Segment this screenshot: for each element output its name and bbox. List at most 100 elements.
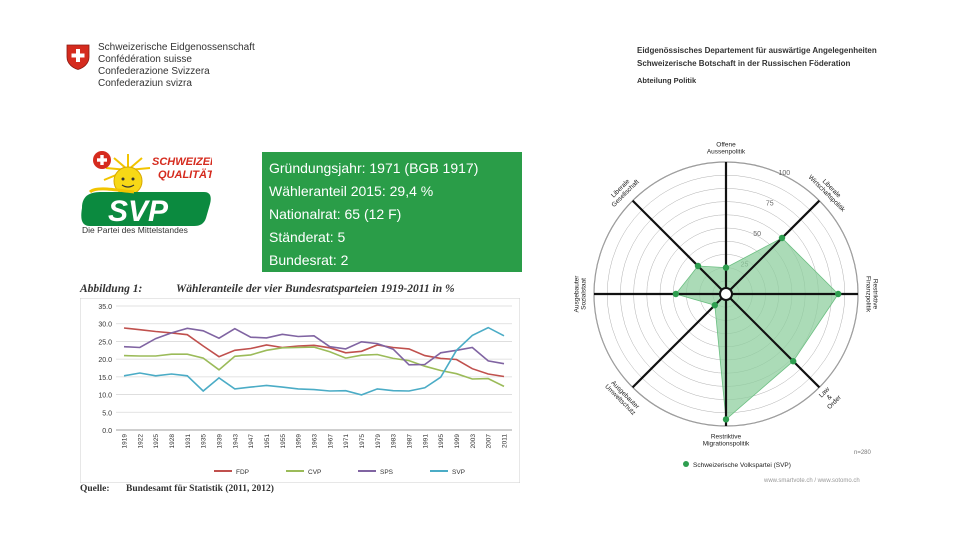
x-tick-label: 1939 [217,434,224,449]
x-tick-label: 1922 [137,434,144,449]
national-council-seats: Nationalrat: 65 (12 F) [269,206,402,222]
y-tick-label: 15.0 [98,375,112,382]
department-name: Eidgenössisches Departement für auswärti… [637,46,877,55]
radar-axis-label-group: RestriktiveFinanzpolitik [865,276,879,313]
radar-axis-label: Law&Order [816,384,843,411]
founding-year: Gründungsjahr: 1971 (BGB 1917) [269,160,479,176]
y-tick-label: 30.0 [98,322,112,329]
x-tick-label: 1928 [169,434,176,449]
radar-ring-label: 75 [766,201,774,208]
x-tick-label: 1995 [438,434,445,449]
y-tick-label: 10.0 [98,393,112,400]
smartspider-radar-chart: 255075100OffeneAussenpolitikLiberaleWirt… [574,142,879,485]
radar-axis-spoke [631,293,727,389]
radar-point [722,416,730,423]
y-tick-label: 20.0 [98,357,112,364]
source-text: Bundesamt für Statistik (2011, 2012) [126,484,274,494]
radar-point [790,358,797,365]
vote-share-2015: Wähleranteil 2015: 29,4 % [269,183,434,199]
swiss-coat-of-arms-icon [66,44,90,70]
x-tick-label: 2007 [486,434,493,449]
figure-title: Wähleranteile der vier Bundesratsparteie… [176,283,455,295]
x-tick-label: 1987 [407,434,414,449]
division-name: Abteilung Politik [637,76,697,85]
radar-axis-spoke [631,199,727,295]
radar-axis-label-group: AusgebauterSozialstaat [574,275,588,313]
radar-center [719,287,733,301]
x-tick-label: 2003 [470,434,477,449]
radar-legend-label: Schweizerische Volkspartei (SVP) [693,462,791,469]
x-tick-label: 1963 [312,434,319,449]
radar-point [722,264,730,271]
x-tick-label: 1951 [264,434,271,449]
y-tick-label: 5.0 [102,410,112,417]
radar-ring-label: 100 [779,170,791,177]
series-line-sps [123,327,505,366]
y-tick-label: 35.0 [98,304,112,311]
vote-share-line-chart: 0.0 5.0 10.0 15.0 20.0 25.0 30.0 35.0 1919 1922 19… [80,298,520,483]
series-line-cvp [123,346,505,388]
swiss-cross-badge-icon [93,151,111,169]
radar-axis-label-group: Law&Order [816,384,844,411]
chart-frame [80,298,520,483]
confederation-line-de: Schweizerische Eidgenossenschaft [98,42,255,53]
confederation-line-rm: Confederaziun svizra [98,78,192,89]
x-tick-label: 1955 [280,434,287,449]
x-tick-label: 1971 [343,434,350,449]
legend-label-sps: SPS [380,469,394,476]
logo-badge-text: SCHWEIZER [152,156,212,168]
x-tick-label: 1947 [248,434,255,449]
radar-axis-label: Restriktive Migrationspolitik [703,434,750,448]
radar-credit: www.smartvote.ch / www.sotomo.ch [763,478,860,484]
radar-point [778,234,786,242]
logo-tagline: Die Partei des Mittelstandes [82,225,188,235]
radar-axis-label-group: Restriktive Migrationspolitik [703,434,750,448]
confederation-wordmark: Schweizerische Eidgenossenschaft Confédé… [98,42,255,90]
embassy-name: Schweizerische Botschaft in der Russisch… [637,59,851,68]
x-tick-label: 1935 [201,434,208,449]
x-tick-label: 1983 [391,434,398,449]
radar-axis-spoke [725,293,821,389]
radar-axis-label-group: Offene Aussenpolitik [707,142,746,156]
party-facts-box: Gründungsjahr: 1971 (BGB 1917) Wählerant… [262,152,522,272]
radar-axis-label: AusgebauterSozialstaat [574,275,588,313]
x-tick-label: 1931 [185,434,192,449]
legend-label-cvp: CVP [308,469,321,476]
federal-council-seats: Bundesrat: 2 [269,252,349,268]
logo-wordmark: SVP [108,195,169,228]
x-tick-label: 1943 [232,434,239,449]
radar-point [694,262,702,270]
radar-point [711,302,718,309]
x-tick-label: 1999 [454,434,461,449]
legend-label-fdp: FDP [236,469,249,476]
y-tick-label: 25.0 [98,339,112,346]
x-tick-label: 1979 [375,434,382,449]
legend-label-svp: SVP [452,469,465,476]
x-tick-label: 1925 [153,434,160,449]
figure-label: Abbildung 1: [80,283,143,295]
radar-axis-label: Offene Aussenpolitik [707,142,746,156]
radar-point [672,290,680,298]
department-header: Eidgenössisches Departement für auswärti… [637,44,877,87]
x-tick-label: 1967 [327,434,334,449]
confederation-line-it: Confederazione Svizzera [98,66,210,77]
radar-ring-label: 50 [753,231,761,238]
radar-legend-marker [683,461,689,467]
radar-axis-label: RestriktiveFinanzpolitik [865,276,879,313]
source-label: Quelle: [80,484,110,494]
confederation-line-fr: Confédération suisse [98,54,192,65]
radar-axis-spoke [725,199,821,295]
council-of-states-seats: Ständerat: 5 [269,229,346,245]
x-tick-label: 1991 [422,434,429,449]
svp-logo: SCHWEIZER QUALITÄT SVP [81,151,212,228]
x-tick-label: 1919 [122,434,129,449]
x-tick-label: 1975 [359,434,366,449]
series-line-svp [123,326,505,396]
y-tick-label: 0.0 [102,428,112,435]
x-tick-label: 2011 [502,434,509,448]
sun-icon [103,154,151,196]
x-tick-label: 1959 [296,434,303,449]
series-line-fdp [123,327,505,378]
radar-sample-size: n=280 [854,450,872,456]
logo-badge-text-2: QUALITÄT [158,168,212,181]
